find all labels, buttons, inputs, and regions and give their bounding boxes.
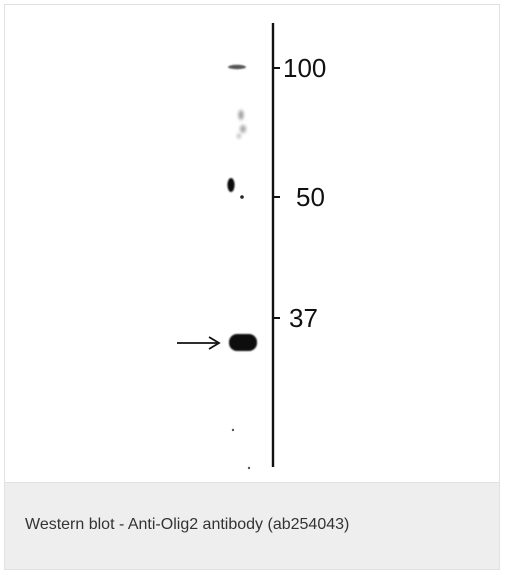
speck-1 [231,428,235,432]
band-50-drop [227,178,235,192]
mw-label-50: 50 [296,182,325,212]
mw-label-37: 37 [289,303,318,333]
blot-image: 100 50 37 [177,23,326,470]
band-100-faint [228,64,246,70]
image-card: 100 50 37 [4,4,500,570]
smudge-1 [238,110,244,120]
figure-caption: Western blot - Anti-Olig2 antibody (ab25… [25,516,350,533]
speck-2 [247,466,251,470]
band-olig2-main [229,334,257,351]
western-blot-figure: 100 50 37 [5,5,499,482]
mw-label-100: 100 [283,53,326,83]
band-50-dot [240,195,244,199]
blot-lane [227,64,257,470]
caption-bar: Western blot - Anti-Olig2 antibody (ab25… [5,482,499,569]
smudge-3 [237,133,241,139]
smudge-2 [240,125,246,133]
arrow-right-icon [177,336,221,350]
